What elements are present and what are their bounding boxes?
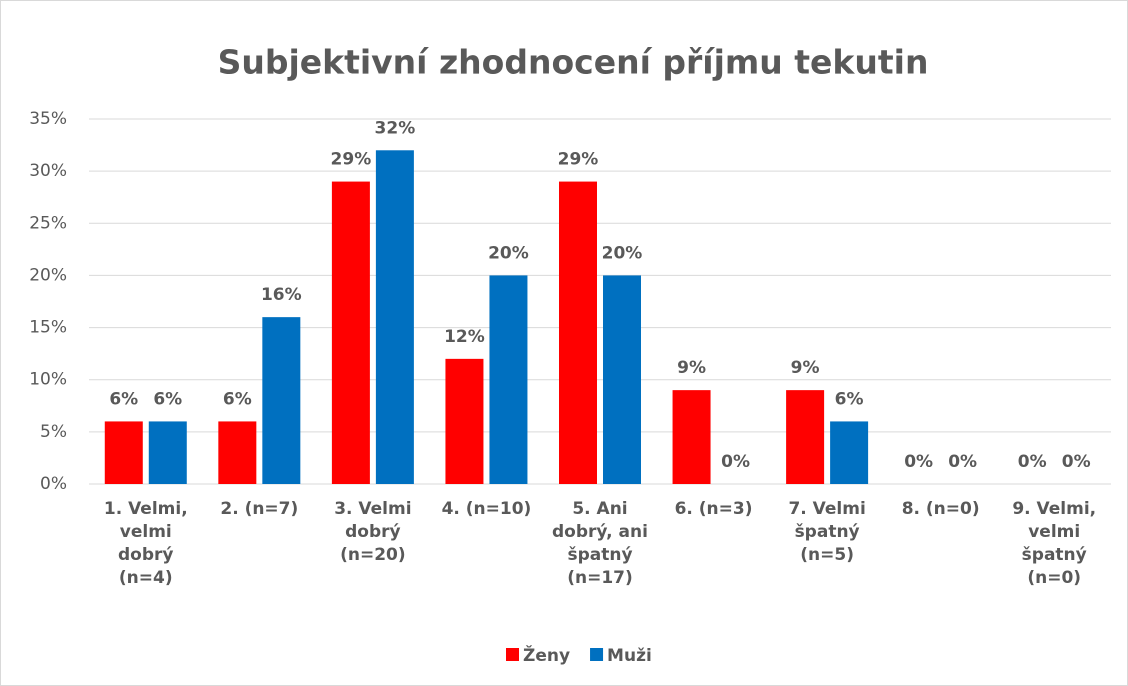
data-label: 20% [602, 243, 643, 263]
bar [559, 181, 597, 485]
bar [603, 275, 641, 484]
legend-swatch [590, 648, 604, 661]
x-tick-label: 8. (n=0) [901, 499, 980, 519]
x-tick-label: 5. Ani dobrý, ani špatný (n=17) [552, 499, 648, 588]
x-tick-label: 7. Velmi špatný (n=5) [788, 499, 866, 565]
data-label: 6% [223, 389, 252, 409]
data-label: 29% [558, 150, 599, 170]
data-label: 6% [109, 389, 138, 409]
y-tick-label: 35% [29, 109, 67, 129]
legend-label: Ženy [523, 644, 570, 666]
data-label: 9% [791, 358, 820, 378]
y-tick-label: 15% [29, 318, 67, 338]
data-label: 29% [331, 150, 372, 170]
bar [331, 181, 370, 485]
bar [262, 317, 301, 484]
x-tick-label: 3. Velmi dobrý (n=20) [334, 499, 412, 565]
bar [445, 358, 484, 484]
y-tick-label: 25% [29, 213, 67, 233]
data-label: 12% [444, 327, 485, 347]
data-label: 6% [153, 389, 182, 409]
data-label: 9% [677, 358, 706, 378]
data-label: 0% [721, 452, 750, 472]
bar [489, 275, 528, 484]
data-label: 16% [261, 285, 302, 305]
bar [786, 390, 825, 484]
data-label: 32% [375, 118, 416, 138]
bar [375, 150, 414, 485]
data-label: 0% [1062, 452, 1091, 472]
x-tick-label: 2. (n=7) [220, 499, 299, 519]
bar [218, 421, 257, 484]
data-label: 0% [904, 452, 933, 472]
y-tick-label: 10% [29, 370, 67, 390]
legend-swatch [506, 648, 519, 661]
y-tick-label: 0% [40, 474, 67, 494]
bar [104, 421, 143, 484]
data-label: 20% [488, 243, 529, 263]
bar [830, 421, 869, 484]
x-tick-label: 4. (n=10) [441, 499, 532, 519]
y-tick-label: 5% [40, 422, 67, 442]
y-tick-label: 20% [29, 265, 67, 285]
bar [672, 390, 711, 484]
y-tick-label: 30% [29, 161, 67, 181]
x-tick-label: 1. Velmi, velmi dobrý (n=4) [103, 499, 188, 588]
data-label: 0% [948, 452, 977, 472]
data-label: 6% [835, 389, 864, 409]
x-tick-label: 6. (n=3) [674, 499, 753, 519]
x-tick-label: 9. Velmi, velmi špatný (n=0) [1012, 499, 1097, 588]
bar [148, 421, 187, 484]
legend-label: Muži [607, 646, 652, 666]
data-label: 0% [1018, 452, 1047, 472]
chart-title: Subjektivní zhodnocení příjmu tekutin [218, 43, 929, 82]
